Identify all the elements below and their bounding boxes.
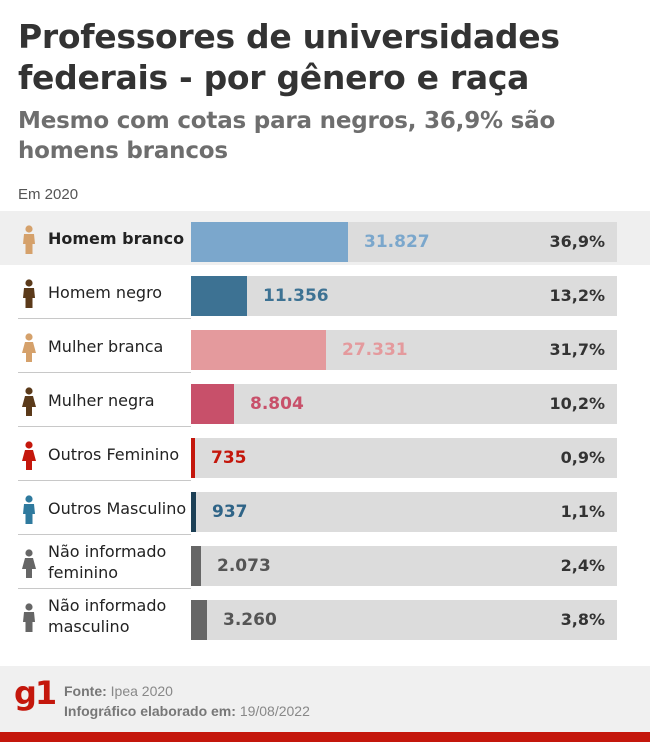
bar-track: 8.804 10,2% (191, 384, 617, 424)
bar-track: 735 0,9% (191, 438, 617, 478)
chart-title: Professores de universidades federais - … (18, 17, 560, 97)
year-label: Em 2020 (18, 186, 79, 203)
percent-label: 1,1% (560, 502, 605, 521)
bar-track: 3.260 3,8% (191, 600, 617, 640)
category-label: Não informado masculino (48, 596, 167, 636)
category-label: Outros Feminino (48, 444, 180, 464)
person-icon (23, 225, 35, 254)
bar (191, 546, 201, 586)
percent-label: 10,2% (549, 394, 605, 413)
bar-track: 31.827 36,9% (191, 222, 617, 262)
category-label: Outros Masculino (48, 498, 187, 518)
bar (191, 384, 234, 424)
person-icon (22, 387, 36, 416)
bar-track: 2.073 2,4% (191, 546, 617, 586)
bar (191, 330, 326, 370)
g1-logo: g1 (14, 674, 57, 712)
value-label: 31.827 (364, 232, 430, 252)
category-label: Homem branco (48, 228, 185, 248)
source-value: Ipea 2020 (110, 683, 173, 699)
person-icon (23, 495, 35, 524)
source-label: Fonte: (64, 683, 107, 699)
category-label: Não informado feminino (48, 542, 167, 582)
bar (191, 600, 207, 640)
category-label: Mulher branca (48, 336, 164, 356)
value-label: 3.260 (223, 610, 277, 630)
row-divider (18, 318, 191, 319)
value-label: 735 (211, 448, 247, 468)
value-label: 27.331 (342, 340, 408, 360)
chart-row: Não informado feminino 2.073 2,4% (0, 535, 650, 589)
person-icon (23, 603, 35, 632)
percent-label: 31,7% (549, 340, 605, 359)
chart-row: Homem branco 31.827 36,9% (0, 211, 650, 265)
percent-label: 36,9% (549, 232, 605, 251)
chart-row: Homem negro 11.356 13,2% (0, 265, 650, 319)
bar-track: 11.356 13,2% (191, 276, 617, 316)
person-icon (22, 549, 36, 578)
chart-row: Mulher branca 27.331 31,7% (0, 319, 650, 373)
value-label: 8.804 (250, 394, 304, 414)
category-label: Homem negro (48, 282, 163, 302)
percent-label: 0,9% (560, 448, 605, 467)
chart-row: Outros Feminino 735 0,9% (0, 427, 650, 481)
made-label: Infográfico elaborado em: (64, 703, 236, 719)
made-line: Infográfico elaborado em: 19/08/2022 (64, 703, 310, 719)
row-divider (18, 426, 191, 427)
person-icon (23, 279, 35, 308)
person-icon (22, 333, 36, 362)
row-divider (18, 534, 191, 535)
percent-label: 13,2% (549, 286, 605, 305)
chart-row: Outros Masculino 937 1,1% (0, 481, 650, 535)
percent-label: 2,4% (560, 556, 605, 575)
footer: g1 Fonte: Ipea 2020 Infográfico elaborad… (0, 666, 650, 732)
bar-track: 937 1,1% (191, 492, 617, 532)
bar (191, 276, 247, 316)
bar (191, 438, 195, 478)
chart-subtitle: Mesmo com cotas para negros, 36,9% são h… (18, 108, 556, 164)
bar-chart: Homem branco 31.827 36,9% Homem negro 11.356… (0, 211, 650, 641)
value-label: 937 (212, 502, 248, 522)
chart-row: Mulher negra 8.804 10,2% (0, 373, 650, 427)
value-label: 11.356 (263, 286, 329, 306)
made-value: 19/08/2022 (239, 703, 310, 719)
row-divider (18, 480, 191, 481)
person-icon (22, 441, 36, 470)
row-divider (18, 372, 191, 373)
source-line: Fonte: Ipea 2020 (64, 683, 173, 699)
bar-track: 27.331 31,7% (191, 330, 617, 370)
bar (191, 492, 196, 532)
footer-accent-bar (0, 732, 650, 742)
bar (191, 222, 348, 262)
category-label: Mulher negra (48, 390, 155, 410)
chart-row: Não informado masculino 3.260 3,8% (0, 589, 650, 643)
percent-label: 3,8% (560, 610, 605, 629)
value-label: 2.073 (217, 556, 271, 576)
row-divider (18, 588, 191, 589)
